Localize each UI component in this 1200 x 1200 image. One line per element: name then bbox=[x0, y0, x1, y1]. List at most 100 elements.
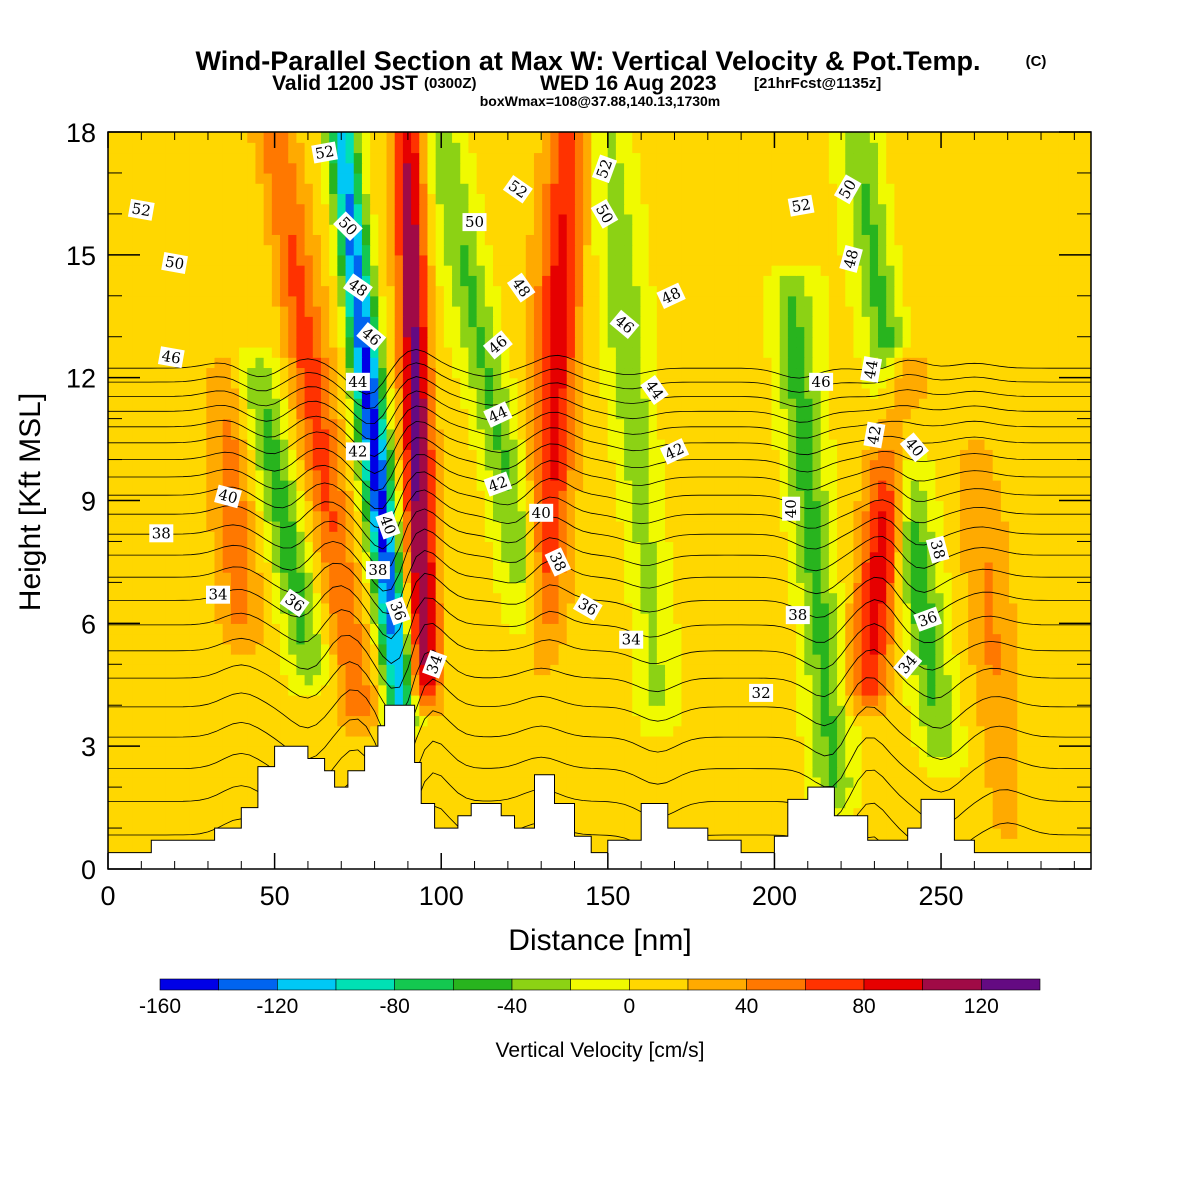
velocity-cell bbox=[173, 531, 183, 543]
velocity-cell bbox=[1082, 654, 1091, 665]
velocity-cell bbox=[320, 582, 330, 594]
velocity-cell bbox=[722, 510, 732, 522]
velocity-cell bbox=[493, 705, 502, 717]
velocity-cell bbox=[779, 469, 789, 481]
velocity-cell bbox=[165, 797, 175, 809]
velocity-cell bbox=[943, 735, 953, 747]
velocity-cell bbox=[976, 520, 986, 532]
velocity-cell bbox=[951, 490, 961, 502]
velocity-cell bbox=[1058, 510, 1068, 522]
velocity-cell bbox=[468, 725, 478, 737]
velocity-cell bbox=[705, 520, 715, 532]
velocity-cell bbox=[304, 500, 314, 512]
velocity-cell bbox=[878, 572, 887, 583]
velocity-cell bbox=[771, 582, 781, 594]
velocity-cell bbox=[968, 715, 977, 727]
velocity-cell bbox=[435, 684, 445, 696]
velocity-cell bbox=[247, 592, 257, 604]
velocity-cell bbox=[763, 705, 773, 717]
velocity-cell bbox=[402, 541, 412, 553]
velocity-cell bbox=[984, 725, 994, 737]
velocity-cell bbox=[1000, 828, 1010, 839]
velocity-cell bbox=[452, 541, 461, 553]
velocity-cell bbox=[673, 541, 683, 553]
velocity-cell bbox=[157, 592, 166, 604]
velocity-cell bbox=[1000, 500, 1010, 512]
velocity-cell bbox=[853, 756, 863, 768]
velocity-cell bbox=[468, 551, 478, 563]
velocity-cell bbox=[812, 602, 822, 614]
velocity-cell bbox=[656, 633, 666, 645]
velocity-cell bbox=[714, 725, 723, 737]
velocity-cell bbox=[189, 817, 199, 829]
velocity-cell bbox=[787, 746, 797, 758]
velocity-cell bbox=[468, 500, 478, 512]
velocity-cell bbox=[574, 439, 584, 450]
velocity-cell bbox=[443, 551, 453, 563]
velocity-cell bbox=[894, 469, 904, 481]
velocity-cell bbox=[370, 592, 379, 604]
velocity-cell bbox=[1066, 520, 1076, 532]
velocity-cell bbox=[525, 459, 535, 471]
velocity-cell bbox=[468, 449, 478, 461]
velocity-cell bbox=[140, 705, 150, 717]
velocity-cell bbox=[132, 674, 142, 686]
velocity-cell bbox=[984, 449, 994, 461]
velocity-cell bbox=[771, 746, 781, 758]
velocity-cell bbox=[591, 500, 601, 512]
velocity-cell bbox=[173, 592, 183, 604]
velocity-cell bbox=[230, 756, 240, 768]
velocity-cell bbox=[165, 459, 175, 471]
velocity-cell bbox=[173, 613, 183, 624]
velocity-cell bbox=[984, 561, 994, 573]
velocity-cell bbox=[755, 643, 764, 655]
velocity-cell bbox=[1041, 572, 1051, 583]
velocity-cell bbox=[624, 746, 633, 758]
velocity-cell bbox=[591, 694, 601, 706]
velocity-cell bbox=[239, 684, 248, 696]
velocity-cell bbox=[263, 551, 273, 563]
velocity-cell bbox=[452, 705, 461, 717]
velocity-cell bbox=[435, 674, 445, 686]
velocity-cell bbox=[615, 756, 625, 768]
velocity-cell bbox=[198, 623, 207, 635]
velocity-cell bbox=[959, 500, 969, 512]
velocity-cell bbox=[124, 561, 134, 573]
velocity-cell bbox=[828, 541, 838, 553]
velocity-cell bbox=[837, 715, 846, 727]
velocity-cell bbox=[853, 459, 863, 471]
velocity-cell bbox=[214, 715, 224, 727]
velocity-cell bbox=[1082, 520, 1091, 532]
velocity-cell bbox=[198, 633, 207, 645]
velocity-cell bbox=[214, 531, 224, 543]
velocity-cell bbox=[681, 561, 691, 573]
velocity-cell bbox=[271, 480, 281, 491]
velocity-cell bbox=[296, 705, 306, 717]
velocity-cell bbox=[959, 694, 969, 706]
velocity-cell bbox=[493, 602, 502, 614]
velocity-cell bbox=[427, 582, 437, 594]
velocity-cell bbox=[558, 541, 568, 553]
velocity-cell bbox=[591, 735, 601, 747]
velocity-cell bbox=[222, 510, 232, 522]
velocity-cell bbox=[648, 664, 658, 676]
velocity-cell bbox=[968, 623, 977, 635]
velocity-cell bbox=[476, 469, 486, 481]
velocity-cell bbox=[869, 592, 879, 604]
velocity-cell bbox=[828, 756, 838, 768]
velocity-cell bbox=[222, 643, 232, 655]
velocity-cell bbox=[484, 664, 494, 676]
velocity-cell bbox=[968, 654, 977, 665]
velocity-cell bbox=[853, 797, 863, 809]
velocity-cell bbox=[591, 490, 601, 502]
velocity-cell bbox=[837, 787, 846, 798]
velocity-cell bbox=[624, 613, 633, 624]
velocity-cell bbox=[198, 735, 207, 747]
velocity-cell bbox=[435, 541, 445, 553]
velocity-cell bbox=[140, 541, 150, 553]
velocity-cell bbox=[280, 694, 289, 706]
velocity-cell bbox=[452, 561, 461, 573]
velocity-cell bbox=[599, 459, 609, 471]
velocity-cell bbox=[1025, 469, 1035, 481]
velocity-cell bbox=[501, 459, 510, 471]
